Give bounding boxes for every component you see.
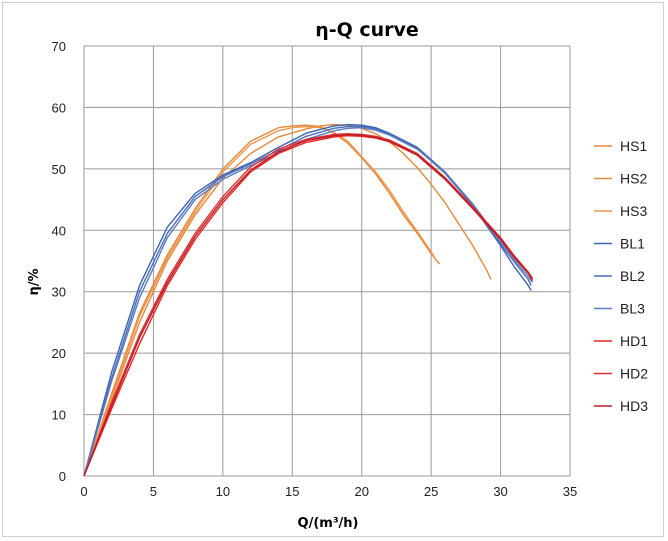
series-line-hd2	[83, 133, 534, 477]
grid	[83, 45, 571, 477]
y-tick-label: 70	[52, 39, 66, 54]
series-line-hs1	[83, 124, 441, 477]
legend-label-bl3: BL3	[620, 301, 645, 317]
x-tick-label: 35	[563, 484, 577, 499]
legend-label-bl2: BL2	[620, 268, 645, 284]
y-tick-label: 30	[52, 285, 66, 300]
x-tick-label: 25	[424, 484, 438, 499]
y-axis-label: η/%	[27, 268, 42, 295]
series-line-hs3	[83, 125, 438, 477]
x-tick-label: 10	[216, 484, 230, 499]
tick-labels: 0 5 10 15 20 25 30 35 0 10 20 30 40 50 60 70	[52, 39, 578, 499]
legend-label-bl1: BL1	[620, 236, 645, 252]
series-line-hd3	[83, 133, 534, 477]
series-line-bl3	[83, 126, 534, 477]
legend-label-hs1: HS1	[620, 138, 647, 154]
y-tick-label: 50	[52, 162, 66, 177]
series-line-bl1	[83, 123, 532, 477]
series-line-hd1	[83, 134, 534, 477]
legend-label-hs3: HS3	[620, 203, 647, 219]
legend-label-hd1: HD1	[620, 333, 648, 349]
legend: HS1 HS2 HS3 BL1 BL2 BL3 HD1 HD2 HD3	[594, 138, 648, 414]
x-axis-label: Q/(m³/h)	[298, 516, 359, 531]
x-tick-label: 30	[493, 484, 507, 499]
legend-label-hs2: HS2	[620, 171, 647, 187]
y-tick-label: 20	[52, 346, 66, 361]
legend-label-hd3: HD3	[620, 398, 648, 414]
series-line-bl2	[83, 125, 532, 477]
y-tick-label: 0	[59, 469, 66, 484]
x-tick-label: 15	[285, 484, 299, 499]
y-tick-label: 60	[52, 100, 66, 115]
chart-title: η-Q curve	[315, 19, 419, 41]
x-tick-label: 5	[150, 484, 157, 499]
y-tick-label: 10	[52, 408, 66, 423]
series-lines	[83, 123, 534, 477]
x-tick-label: 0	[80, 484, 87, 499]
legend-label-hd2: HD2	[620, 366, 648, 382]
x-tick-label: 20	[354, 484, 368, 499]
y-tick-label: 40	[52, 223, 66, 238]
